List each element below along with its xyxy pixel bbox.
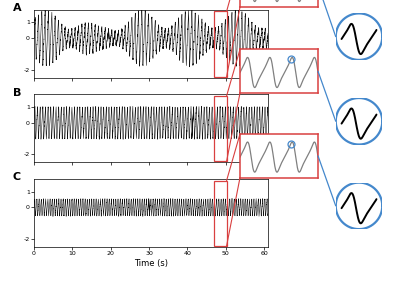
Bar bbox=[214, 96, 226, 161]
X-axis label: Time (s): Time (s) bbox=[134, 259, 168, 268]
Text: C: C bbox=[13, 172, 21, 182]
Text: B: B bbox=[13, 88, 21, 98]
Text: A: A bbox=[13, 3, 22, 13]
Bar bbox=[214, 12, 226, 77]
Bar bbox=[214, 181, 226, 246]
